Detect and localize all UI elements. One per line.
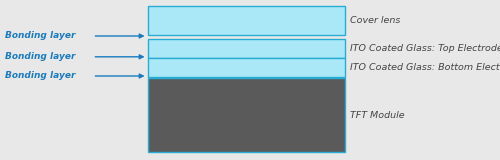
Text: ITO Coated Glass: Top Electrodes: ITO Coated Glass: Top Electrodes: [350, 44, 500, 53]
Text: ITO Coated Glass: Bottom Electrodes: ITO Coated Glass: Bottom Electrodes: [350, 63, 500, 72]
Text: Bonding layer: Bonding layer: [5, 72, 76, 80]
Text: Cover lens: Cover lens: [350, 16, 401, 25]
FancyBboxPatch shape: [148, 58, 345, 77]
Text: TFT Module: TFT Module: [350, 111, 405, 120]
FancyBboxPatch shape: [148, 78, 345, 152]
FancyBboxPatch shape: [148, 6, 345, 35]
Text: Bonding layer: Bonding layer: [5, 32, 76, 40]
FancyBboxPatch shape: [148, 39, 345, 58]
Text: Bonding layer: Bonding layer: [5, 52, 76, 61]
